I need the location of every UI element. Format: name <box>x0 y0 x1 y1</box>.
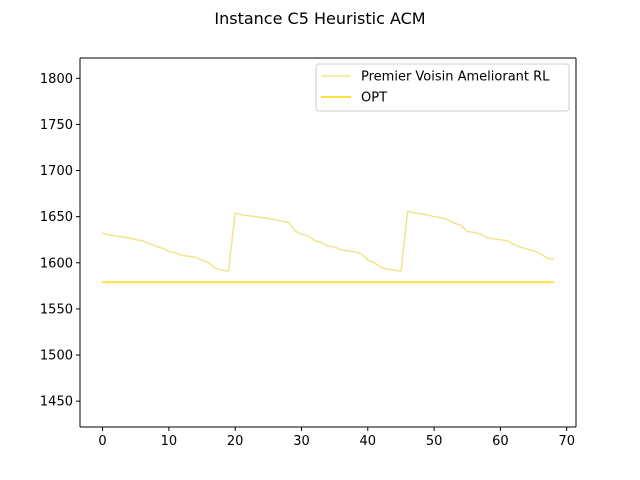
x-tick-label: 70 <box>558 434 575 449</box>
x-tick-label: 0 <box>98 434 106 449</box>
axes-frame <box>79 57 577 428</box>
y-tick-label: 1700 <box>40 164 73 179</box>
y-tick-label: 1550 <box>40 302 73 317</box>
x-tick-label: 40 <box>360 434 377 449</box>
x-tick-label: 50 <box>426 434 443 449</box>
x-tick-label: 60 <box>492 434 509 449</box>
x-tick-label: 30 <box>293 434 310 449</box>
legend-label: Premier Voisin Ameliorant RL <box>361 70 550 85</box>
y-tick-label: 1650 <box>40 210 73 225</box>
series-line-premier-voisin <box>101 210 555 272</box>
x-axis: 0 10 20 30 40 50 60 70 <box>98 427 575 449</box>
x-tick-label: 10 <box>161 434 178 449</box>
plot-area <box>101 210 555 283</box>
chart-title: Instance C5 Heuristic ACM <box>214 9 425 28</box>
y-tick-label: 1600 <box>40 256 73 271</box>
legend-label: OPT <box>361 91 387 106</box>
y-axis: 1450 1500 1550 1600 1650 1700 1750 1800 <box>40 72 80 410</box>
y-tick-label: 1800 <box>40 72 73 87</box>
legend-box <box>315 63 570 112</box>
y-tick-label: 1750 <box>40 118 73 133</box>
legend: Premier Voisin Ameliorant RL OPT <box>315 63 570 112</box>
y-tick-label: 1500 <box>40 349 73 364</box>
y-tick-label: 1450 <box>40 395 73 410</box>
x-tick-label: 20 <box>227 434 244 449</box>
